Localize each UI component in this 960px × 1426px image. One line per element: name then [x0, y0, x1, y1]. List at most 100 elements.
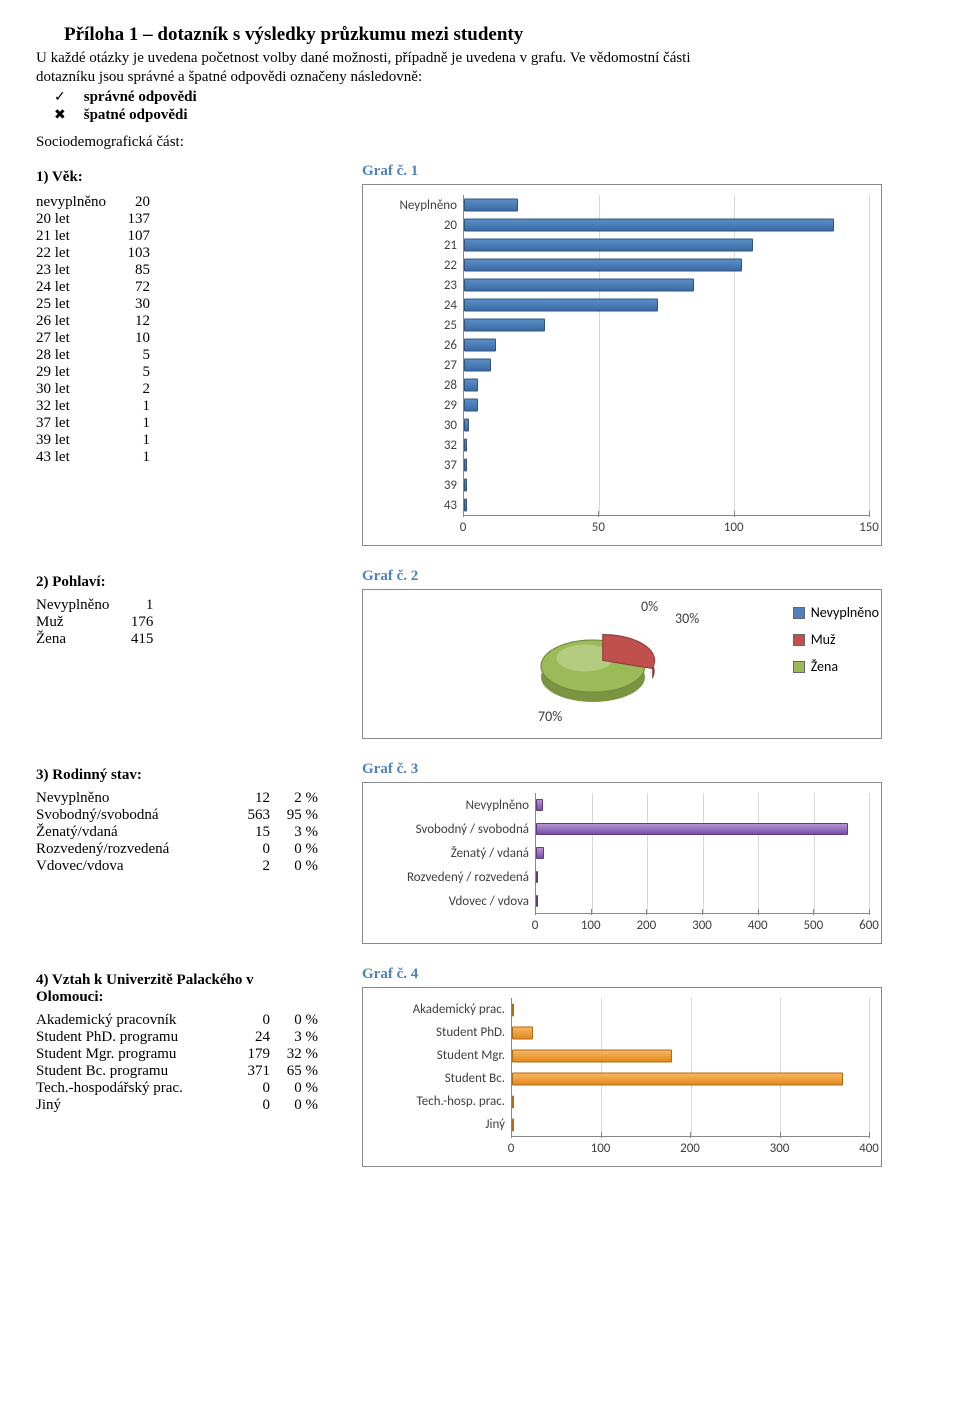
chart-bar: [512, 1049, 672, 1062]
axis-tick-label: 50: [592, 520, 605, 535]
bullet-correct: správné odpovědi: [84, 89, 197, 106]
q1-table: nevyplněno2020 let13721 let10722 let1032…: [36, 194, 154, 466]
q4-graf-label: Graf č. 4: [362, 966, 924, 983]
sociodemo-heading: Sociodemografická část:: [36, 134, 924, 151]
chart-bar: [464, 239, 753, 252]
axis-tick-label: 200: [636, 918, 656, 933]
axis-tick-label: 100: [724, 520, 744, 535]
chart-cat-label: 28: [371, 378, 463, 393]
chart-cat-label: 32: [371, 438, 463, 453]
q2-heading: 2) Pohlaví:: [36, 574, 356, 591]
chart-cat-label: Ženatý / vdaná: [371, 846, 535, 861]
q3-chart: Nevyplněno Svobodný / svobodná Ženatý / vd…: [362, 782, 882, 944]
chart-bar: [512, 1095, 514, 1108]
axis-tick-label: 300: [770, 1141, 790, 1156]
q2-chart: 0% 30% 70% NevyplněnoMužŽena: [362, 589, 882, 739]
legend-label: Nevyplněno: [811, 604, 879, 621]
bullet-wrong: špatné odpovědi: [84, 107, 188, 124]
chart-cat-label: Akademický prac.: [371, 1002, 511, 1017]
chart-bar: [464, 499, 467, 512]
legend-swatch: [793, 634, 805, 646]
legend-swatch: [793, 607, 805, 619]
chart-cat-label: Student Bc.: [371, 1071, 511, 1086]
chart-cat-label: Nevyplněno: [371, 798, 535, 813]
q3-graf-label: Graf č. 3: [362, 761, 924, 778]
intro-text-1: U každé otázky je uvedena početnost volb…: [36, 50, 924, 67]
chart-bar: [464, 439, 467, 452]
q2-table: Nevyplněno1Muž176Žena415: [36, 597, 157, 648]
chart-cat-label: 22: [371, 258, 463, 273]
chart-cat-label: 29: [371, 398, 463, 413]
legend-label: Žena: [811, 658, 838, 675]
chart-bar: [536, 799, 543, 811]
chart-bar: [512, 1072, 843, 1085]
chart-bar: [536, 895, 538, 907]
chart-bar: [536, 871, 538, 883]
chart-cat-label: 39: [371, 478, 463, 493]
chart-cat-label: 30: [371, 418, 463, 433]
chart-bar: [464, 279, 694, 292]
axis-tick-label: 100: [581, 918, 601, 933]
chart-cat-label: Svobodný / svobodná: [371, 822, 535, 837]
axis-tick-label: 500: [803, 918, 823, 933]
axis-tick-label: 200: [680, 1141, 700, 1156]
chart-bar: [536, 847, 544, 859]
chart-cat-label: Neyplněno: [371, 198, 463, 213]
check-icon: ✓: [54, 88, 66, 105]
q4-table: Akademický pracovník00 %Student PhD. pro…: [36, 1012, 322, 1114]
chart-bar: [464, 459, 467, 472]
axis-tick-label: 0: [460, 520, 467, 535]
chart-cat-label: Student PhD.: [371, 1025, 511, 1040]
chart-cat-label: Jiný: [371, 1117, 511, 1132]
q2-graf-label: Graf č. 2: [362, 568, 924, 585]
chart-bar: [464, 299, 658, 312]
chart-bar: [464, 379, 478, 392]
chart-cat-label: 20: [371, 218, 463, 233]
chart-cat-label: 37: [371, 458, 463, 473]
chart-cat-label: 43: [371, 498, 463, 513]
intro-text-2: dotazníku jsou správné a špatné odpovědi…: [36, 69, 924, 86]
q1-chart: Neyplněno202122232425262728293032373943 …: [362, 184, 882, 546]
chart-bar: [464, 479, 467, 492]
chart-bar: [464, 399, 478, 412]
chart-bar: [512, 1118, 514, 1131]
axis-tick-label: 400: [748, 918, 768, 933]
chart-cat-label: Tech.-hosp. prac.: [371, 1094, 511, 1109]
axis-tick-label: 0: [508, 1141, 515, 1156]
chart-cat-label: 21: [371, 238, 463, 253]
q4-chart: Akademický prac. Student PhD. Student Mgr.…: [362, 987, 882, 1167]
axis-tick-label: 600: [859, 918, 879, 933]
chart-bar: [464, 219, 834, 232]
chart-bar: [464, 419, 469, 432]
axis-tick-label: 300: [692, 918, 712, 933]
page-title: Příloha 1 – dotazník s výsledky průzkumu…: [64, 24, 924, 46]
q3-heading: 3) Rodinný stav:: [36, 767, 356, 784]
chart-bar: [536, 823, 848, 835]
chart-cat-label: Rozvedený / rozvedená: [371, 870, 535, 885]
pie-legend: Nevyplněno Muž Žena: [793, 604, 879, 685]
chart-bar: [464, 359, 491, 372]
pie-svg: [483, 596, 743, 736]
axis-tick-label: 100: [591, 1141, 611, 1156]
legend-label: Muž: [811, 631, 836, 648]
q3-table: Nevyplněno122 %Svobodný/svobodná56395 %Ž…: [36, 790, 322, 875]
chart-cat-label: 23: [371, 278, 463, 293]
axis-tick-label: 150: [859, 520, 879, 535]
q1-graf-label: Graf č. 1: [362, 163, 924, 180]
chart-bar: [512, 1003, 514, 1016]
axis-tick-label: 400: [859, 1141, 879, 1156]
chart-bar: [464, 259, 742, 272]
chart-cat-label: 27: [371, 358, 463, 373]
axis-tick-label: 0: [532, 918, 539, 933]
chart-bar: [464, 339, 496, 352]
legend-swatch: [793, 661, 805, 673]
chart-bar: [464, 319, 545, 332]
chart-bar: [512, 1026, 533, 1039]
chart-cat-label: Student Mgr.: [371, 1048, 511, 1063]
cross-icon: ✖: [54, 106, 66, 123]
chart-cat-label: 25: [371, 318, 463, 333]
chart-cat-label: 24: [371, 298, 463, 313]
chart-bar: [464, 199, 518, 212]
chart-cat-label: 26: [371, 338, 463, 353]
q4-heading: 4) Vztah k Univerzitě Palackého v Olomou…: [36, 972, 316, 1006]
